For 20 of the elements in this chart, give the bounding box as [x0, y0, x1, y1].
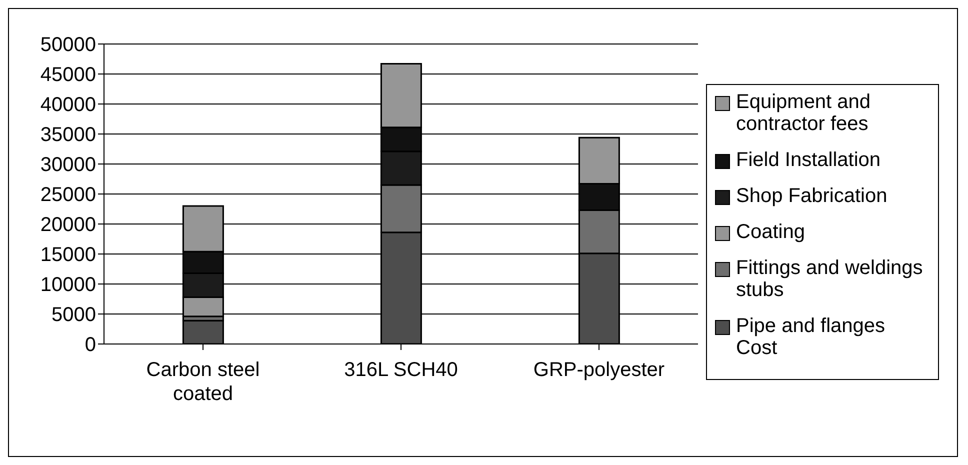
- y-tick-label: 45000: [40, 64, 96, 86]
- x-tick-label: 316L SCH40: [344, 359, 458, 381]
- y-tick-label: 15000: [40, 244, 96, 266]
- y-tick-label: 10000: [40, 274, 96, 296]
- legend-label: Fittings and weldings stubs: [736, 256, 924, 300]
- y-tick-label: 35000: [40, 124, 96, 146]
- y-tick-label: 5000: [52, 304, 96, 326]
- legend-label: Equipment and contractor fees: [736, 90, 872, 134]
- y-tick-label: 50000: [40, 34, 96, 56]
- legend-label: Field Installation: [736, 148, 881, 170]
- x-tick-label: GRP-polyester: [533, 359, 665, 381]
- legend-label: Pipe and flanges Cost: [736, 314, 886, 358]
- x-tick-label: Carbon steel coated: [146, 359, 260, 405]
- legend-label: Shop Fabrication: [736, 184, 888, 206]
- y-tick-label: 20000: [40, 214, 96, 236]
- legend-label: Coating: [736, 220, 805, 242]
- y-tick-label: 40000: [40, 94, 96, 116]
- y-tick-label: 25000: [40, 184, 96, 206]
- y-tick-label: 0: [84, 334, 96, 356]
- y-tick-label: 30000: [40, 154, 96, 176]
